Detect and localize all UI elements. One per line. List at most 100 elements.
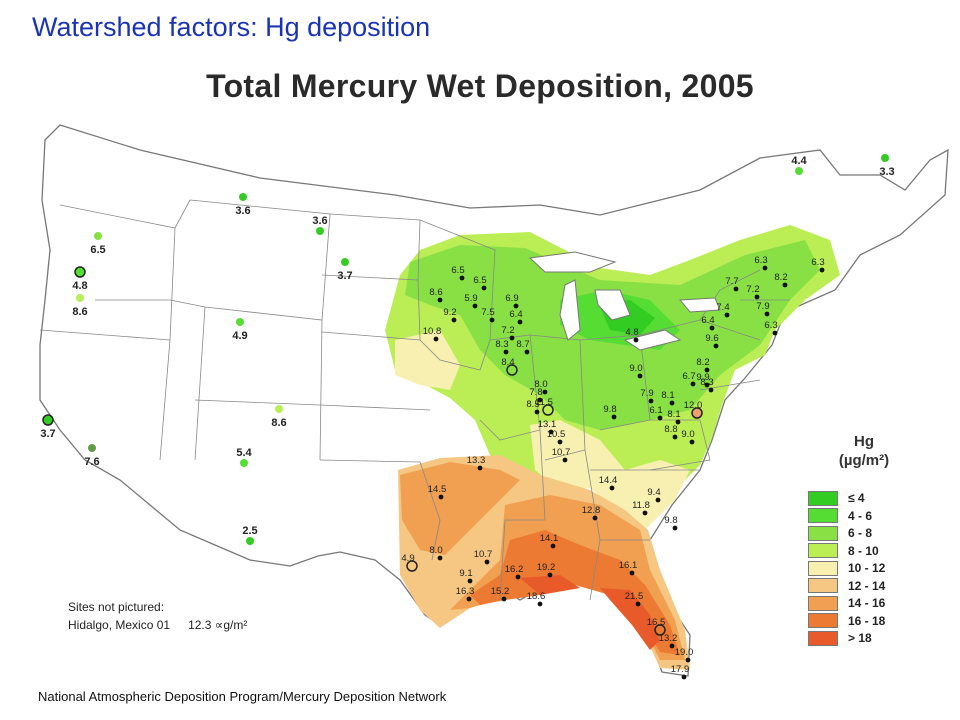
legend-item: 14 - 16 — [808, 595, 908, 611]
site-value-label: 6.1 — [649, 405, 662, 416]
site-value-label: 13.3 — [467, 455, 486, 466]
site-value-label: 6.4 — [509, 309, 522, 320]
site-value-label: 8.3 — [495, 339, 508, 350]
site-value-label: 8.1 — [661, 390, 674, 401]
site-value-label: 8.2 — [774, 272, 787, 283]
site-marker — [592, 515, 598, 521]
site-value-label: 9.4 — [647, 487, 660, 498]
site-value-label: 19.2 — [537, 562, 556, 573]
site-value-label: 7.4 — [716, 302, 729, 313]
site-marker — [467, 578, 473, 584]
site-value-label: 8.0 — [534, 379, 547, 390]
site-marker — [629, 570, 635, 576]
site-marker — [611, 414, 617, 420]
site-value-label: 5.9 — [464, 293, 477, 304]
legend-title: Hg (µg/m²) — [824, 432, 904, 470]
legend-item: 16 - 18 — [808, 613, 908, 629]
legend-swatch — [808, 490, 838, 506]
site-value-label: 4.9 — [401, 553, 414, 564]
site-value-label: 14.4 — [599, 475, 618, 486]
site-value-label: 8.3 — [700, 377, 713, 388]
site-value-label: 8.6 — [72, 306, 87, 318]
site-marker — [754, 294, 760, 300]
site-marker — [562, 457, 568, 463]
site-value-label: 7.9 — [756, 301, 769, 312]
legend-label: ≤ 4 — [848, 491, 865, 505]
site-marker — [437, 297, 443, 303]
site-marker — [672, 525, 678, 531]
site-value-label: 14.5 — [428, 484, 447, 495]
site-value-label: 12.0 — [684, 400, 703, 411]
legend-label: > 18 — [848, 631, 872, 645]
legend-item: 10 - 12 — [808, 560, 908, 576]
site-value-label: 3.7 — [40, 428, 55, 440]
legend-label: 12 - 14 — [848, 578, 886, 593]
site-marker — [762, 265, 768, 271]
legend-label: 4 - 6 — [848, 508, 873, 523]
site-marker — [88, 444, 96, 452]
site-marker — [669, 643, 675, 649]
site-value-label: 7.8 — [529, 387, 542, 398]
site-marker — [690, 381, 696, 387]
site-marker — [246, 537, 254, 545]
site-value-label: 8.5 — [526, 399, 539, 410]
site-marker — [236, 318, 244, 326]
legend-label: 14 - 16 — [848, 596, 886, 610]
site-marker — [477, 465, 483, 471]
site-value-label: 7.5 — [481, 307, 494, 318]
band-gt-18 — [520, 575, 660, 650]
site-marker — [542, 404, 554, 416]
legend-label: 6 - 8 — [848, 526, 873, 540]
site-value-label: 3.6 — [235, 205, 250, 217]
legend-swatch — [808, 543, 838, 558]
site-marker — [239, 193, 247, 201]
great-lakes — [528, 251, 721, 351]
slide-title: Watershed factors: Hg deposition — [32, 12, 431, 42]
site-marker — [515, 574, 521, 580]
site-value-label: 9.0 — [681, 429, 694, 440]
legend-swatch — [808, 613, 838, 628]
legend-item: 8 - 10 — [808, 543, 908, 559]
site-marker — [451, 317, 457, 323]
site-value-label: 7.7 — [725, 276, 738, 287]
site-value-label: 9.1 — [459, 568, 472, 579]
site-value-label: 6.4 — [701, 315, 714, 326]
site-marker — [635, 601, 641, 607]
site-value-label: 8.6 — [271, 417, 286, 429]
site-marker — [704, 367, 710, 373]
site-marker — [609, 485, 615, 491]
site-marker — [437, 555, 443, 561]
site-marker — [655, 497, 661, 503]
site-value-label: 3.6 — [312, 215, 327, 227]
site-marker — [466, 596, 472, 602]
site-marker — [484, 559, 490, 565]
state-boundaries — [39, 199, 790, 601]
legend-label: 16 - 18 — [848, 613, 886, 628]
site-marker — [94, 232, 102, 240]
legend: ≤ 4 4 - 6 6 - 8 8 - 10 10 - 12 12 - 14 14 - 16… — [808, 490, 908, 648]
legend-title-line1: Hg — [854, 433, 874, 450]
not-pictured-site: Hidalgo, Mexico 01 — [68, 618, 171, 632]
site-marker — [537, 397, 543, 403]
legend-item: ≤ 4 — [808, 490, 908, 506]
legend-swatch — [808, 595, 838, 611]
site-marker — [654, 624, 666, 636]
site-marker — [557, 439, 563, 445]
site-marker — [657, 415, 663, 421]
legend-swatch — [808, 630, 838, 646]
site-value-label: 8.4 — [501, 357, 514, 368]
site-marker — [685, 657, 691, 663]
site-marker — [513, 303, 519, 309]
site-value-label: 3.3 — [879, 166, 894, 178]
site-marker — [681, 674, 687, 680]
site-marker — [503, 349, 509, 355]
site-value-label: 9.9 — [696, 372, 709, 383]
site-value-label: 16.2 — [505, 564, 524, 575]
site-value-label: 3.7 — [337, 270, 352, 282]
western-sites: 6.5 4.8 8.6 3.7 7.6 3.6 3.6 3.7 4.9 8.6 5.4 2.5 4.4 3… — [40, 154, 895, 545]
site-marker — [481, 285, 487, 291]
site-value-label: 6.7 — [682, 371, 695, 382]
site-marker — [316, 227, 324, 235]
site-value-label: 7.9 — [640, 388, 653, 399]
site-value-label: 8.2 — [696, 357, 709, 368]
